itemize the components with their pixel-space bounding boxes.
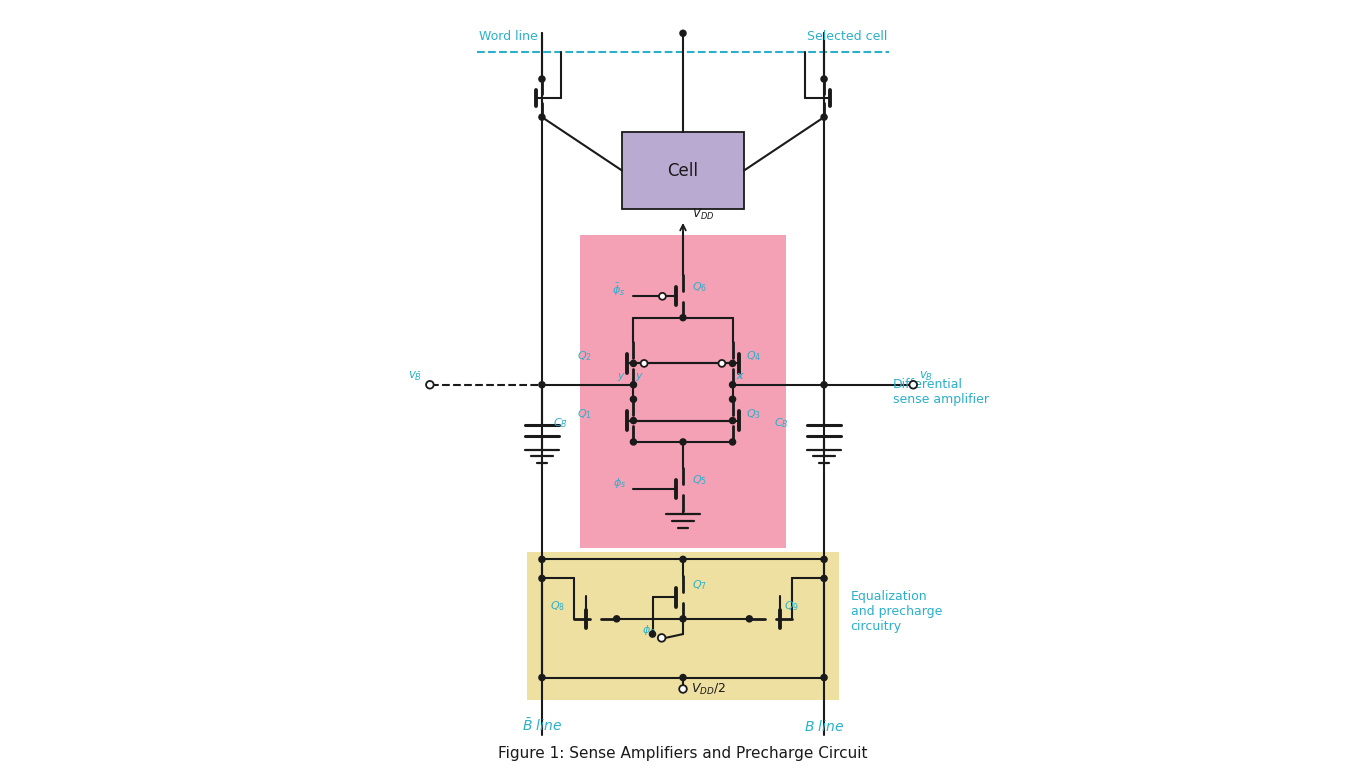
Circle shape xyxy=(821,556,826,562)
Circle shape xyxy=(426,381,433,389)
Circle shape xyxy=(746,616,753,622)
Circle shape xyxy=(910,381,917,389)
Text: $v_{\bar{B}}$: $v_{\bar{B}}$ xyxy=(408,369,422,382)
Text: $\phi_s$: $\phi_s$ xyxy=(612,476,626,490)
Circle shape xyxy=(540,556,545,562)
Text: Cell: Cell xyxy=(668,161,698,180)
Text: $Q_4$: $Q_4$ xyxy=(746,349,762,363)
Circle shape xyxy=(630,396,637,402)
Circle shape xyxy=(729,396,736,402)
Circle shape xyxy=(680,556,686,562)
Text: $Q_8$: $Q_8$ xyxy=(549,600,564,614)
Bar xyxy=(622,132,744,209)
Text: $y$: $y$ xyxy=(635,371,643,382)
Bar xyxy=(581,235,785,548)
Circle shape xyxy=(540,114,545,121)
Circle shape xyxy=(729,360,736,366)
Text: $Q_5$: $Q_5$ xyxy=(693,473,708,487)
Circle shape xyxy=(679,685,687,693)
Text: $C_{\bar{B}}$: $C_{\bar{B}}$ xyxy=(553,417,568,431)
Circle shape xyxy=(680,439,686,445)
Text: $Q_7$: $Q_7$ xyxy=(693,578,708,592)
Circle shape xyxy=(729,439,736,445)
Circle shape xyxy=(630,382,637,388)
Circle shape xyxy=(613,616,620,622)
Circle shape xyxy=(658,634,665,642)
Circle shape xyxy=(680,616,686,622)
Text: $y$: $y$ xyxy=(617,371,626,382)
Text: $C_B$: $C_B$ xyxy=(775,417,790,431)
Circle shape xyxy=(540,575,545,581)
Circle shape xyxy=(821,114,826,121)
Text: $x$: $x$ xyxy=(736,371,744,381)
Circle shape xyxy=(729,418,736,424)
Circle shape xyxy=(630,418,637,424)
Text: $x$: $x$ xyxy=(736,371,746,381)
Circle shape xyxy=(540,674,545,680)
Text: $B$ line: $B$ line xyxy=(803,719,844,734)
Circle shape xyxy=(540,76,545,82)
Text: $\bar{B}$ line: $\bar{B}$ line xyxy=(522,717,563,734)
Circle shape xyxy=(680,315,686,321)
Bar xyxy=(527,551,839,700)
Circle shape xyxy=(821,575,826,581)
Circle shape xyxy=(630,360,637,366)
Circle shape xyxy=(729,382,736,388)
Circle shape xyxy=(821,76,826,82)
Circle shape xyxy=(658,293,665,300)
Text: $\bar{\phi}_s$: $\bar{\phi}_s$ xyxy=(612,282,626,298)
Text: $Q_3$: $Q_3$ xyxy=(746,407,761,421)
Text: $V_{DD}$: $V_{DD}$ xyxy=(693,207,714,222)
Text: $Q_6$: $Q_6$ xyxy=(693,280,708,294)
Text: $v_B$: $v_B$ xyxy=(919,369,933,382)
Text: $\phi_p$: $\phi_p$ xyxy=(642,624,656,640)
Text: Word line: Word line xyxy=(478,30,537,43)
Text: Selected cell: Selected cell xyxy=(807,30,888,43)
Text: $Q_9$: $Q_9$ xyxy=(784,600,799,614)
Circle shape xyxy=(821,382,826,388)
Text: Differential
sense amplifier: Differential sense amplifier xyxy=(892,378,989,406)
Circle shape xyxy=(680,674,686,680)
Circle shape xyxy=(649,631,656,637)
Text: Equalization
and precharge
circuitry: Equalization and precharge circuitry xyxy=(851,590,943,633)
Text: Figure 1: Sense Amplifiers and Precharge Circuit: Figure 1: Sense Amplifiers and Precharge… xyxy=(499,746,867,761)
Circle shape xyxy=(821,674,826,680)
Text: $Q_1$: $Q_1$ xyxy=(576,407,591,421)
Text: $Q_2$: $Q_2$ xyxy=(576,349,591,363)
Circle shape xyxy=(680,30,686,36)
Circle shape xyxy=(630,439,637,445)
Circle shape xyxy=(540,382,545,388)
Text: $V_{DD}/2$: $V_{DD}/2$ xyxy=(691,682,725,697)
Circle shape xyxy=(719,360,725,367)
Circle shape xyxy=(641,360,647,367)
